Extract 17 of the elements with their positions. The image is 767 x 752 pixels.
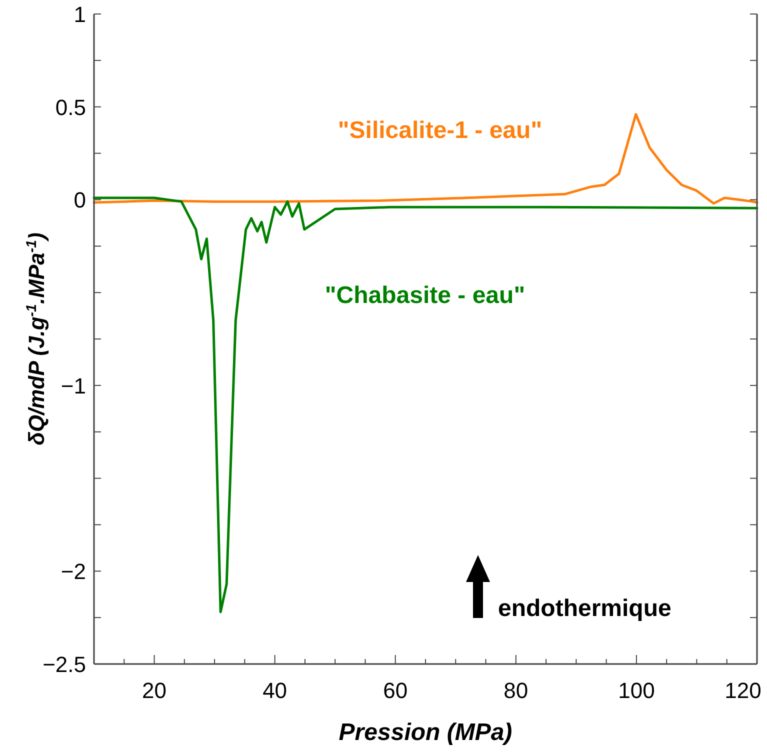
line-series xyxy=(92,113,758,205)
y-tick-label: 0 xyxy=(74,188,86,213)
x-tick-label: 120 xyxy=(724,678,762,703)
annotation: endothermique xyxy=(498,595,672,622)
y-tick-label: 1 xyxy=(74,2,86,27)
text: "Silicalite-1 - eau" xyxy=(338,117,542,144)
x-tick-label: 20 xyxy=(142,678,167,703)
x-axis-title: Pression (MPa) xyxy=(338,719,512,746)
y-tick-label: −2 xyxy=(60,559,86,584)
x-tick-label: 40 xyxy=(262,678,288,703)
y-tick-label: −2.5 xyxy=(42,652,86,677)
x-tick-label: 80 xyxy=(504,678,528,703)
text: "Chabasite - eau" xyxy=(324,282,526,309)
y-tick-label: −1 xyxy=(60,373,86,398)
x-tick-label: 100 xyxy=(618,678,655,703)
x-tick-label: 60 xyxy=(383,678,408,703)
y-tick-label: 0.5 xyxy=(55,94,86,120)
